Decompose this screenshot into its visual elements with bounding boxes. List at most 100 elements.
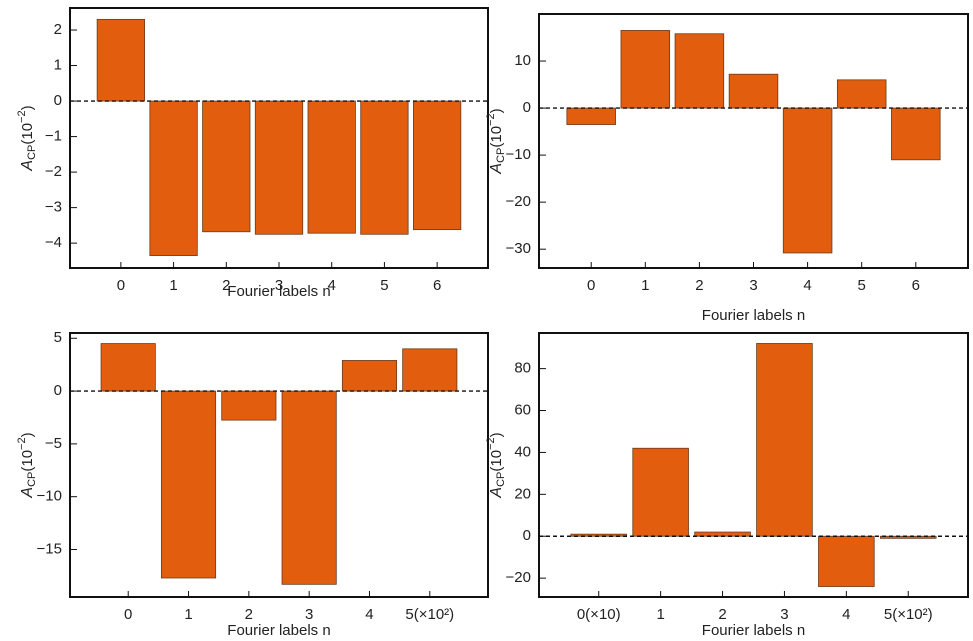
x-tick-label: 3 (780, 606, 788, 623)
y-tick-label: 10 (514, 52, 531, 69)
y-label-base: A (488, 163, 505, 175)
x-tick-label: 3 (749, 277, 757, 294)
x-tick-label: 0 (587, 277, 595, 294)
y-label-base: A (488, 487, 505, 499)
panel: 0 1 2 3 4 5(×10²) −15 −10 −5 0 5 Fourier labels n AC… (16, 329, 489, 639)
plot-frame (538, 332, 969, 598)
y-tick-label: −5 (45, 435, 62, 452)
x-tick-label: 5 (858, 277, 866, 294)
x-tick-label: 2 (222, 277, 230, 294)
y-tick-label: −20 (506, 569, 531, 586)
y-axis-label: ACP(10−2) (485, 108, 507, 174)
bar (632, 447, 689, 537)
bar (413, 100, 462, 231)
bar (402, 348, 458, 392)
y-label-base: A (19, 160, 36, 172)
y-label-close: ) (19, 105, 36, 110)
y-label-sup: −2 (16, 110, 28, 123)
plot-frame (538, 13, 969, 269)
bar (566, 107, 616, 125)
bar (836, 79, 887, 109)
bar (100, 343, 156, 392)
y-tick-label: 5 (54, 329, 62, 346)
x-tick-label: 4 (365, 606, 373, 623)
y-axis-label: ACP(10−2) (16, 105, 38, 171)
x-tick-label: 1 (184, 606, 192, 623)
y-axis-label: ACP(10−2) (16, 432, 38, 498)
panel: 0(×10) 1 2 3 4 5(×10²) −20 0 20 40 60 80 Fourier lab… (485, 332, 969, 639)
y-label-open: (10 (488, 450, 505, 472)
y-tick-label: −30 (506, 240, 531, 257)
y-tick-label: −15 (37, 540, 62, 557)
y-tick-label: −10 (37, 488, 62, 505)
y-tick-label: 60 (514, 401, 531, 418)
y-label-sub: CP (26, 472, 38, 487)
x-tick-label: 0 (117, 277, 125, 294)
y-label-base: A (19, 487, 36, 499)
x-tick-label: 1 (641, 277, 649, 294)
x-tick-label: 1 (656, 606, 664, 623)
bar (254, 100, 304, 235)
y-tick-label: 2 (54, 21, 62, 38)
x-axis-label: Fourier labels n (702, 307, 805, 324)
bar (160, 390, 217, 579)
x-tick-label: 2 (245, 606, 253, 623)
x-axis-label: Fourier labels n (227, 283, 330, 300)
bar (202, 100, 251, 233)
y-tick-label: 0 (54, 382, 62, 399)
x-tick-label: 6 (433, 277, 441, 294)
y-tick-label: 0 (523, 99, 531, 116)
x-tick-label: 0 (124, 606, 132, 623)
bar (281, 390, 337, 585)
x-tick-label: 4 (328, 277, 336, 294)
y-tick-label: 0 (54, 92, 62, 109)
y-label-open: (10 (19, 450, 36, 472)
x-tick-label: 2 (695, 277, 703, 294)
y-tick-label: 80 (514, 360, 531, 377)
plot-frame (69, 7, 489, 269)
x-tick-label: 4 (803, 277, 811, 294)
y-label-sup: −2 (485, 113, 497, 126)
x-tick-label: 2 (718, 606, 726, 623)
x-tick-label: 6 (912, 277, 920, 294)
x-axis-label: Fourier labels n (702, 622, 805, 639)
y-label-sub: CP (495, 472, 507, 487)
bar (360, 100, 409, 235)
y-tick-label: 20 (514, 485, 531, 502)
y-label-sup: −2 (16, 437, 28, 450)
panel: 0 1 2 3 4 5 6 −30 −20 −10 0 10 Fourier labels n ACP(1… (485, 13, 969, 324)
y-label-close: ) (488, 432, 505, 437)
y-tick-label: 1 (54, 57, 62, 74)
bar (149, 100, 198, 256)
y-tick-label: −20 (506, 193, 531, 210)
y-label-open: (10 (488, 126, 505, 148)
x-tick-label: 3 (305, 606, 313, 623)
bar (782, 107, 833, 254)
y-tick-label: −10 (506, 146, 531, 163)
bar (818, 535, 875, 587)
bar (880, 535, 937, 539)
y-tick-label: 40 (514, 443, 531, 460)
bar (674, 33, 725, 109)
x-tick-label: 5(×10²) (405, 606, 454, 623)
bar (620, 30, 671, 109)
y-tick-label: −4 (45, 234, 62, 251)
x-axis-label: Fourier labels n (227, 622, 330, 639)
y-tick-label: 0 (523, 527, 531, 544)
plot-frame (69, 332, 489, 598)
bar (221, 390, 277, 421)
bar (341, 360, 398, 392)
x-tick-label: 5 (380, 277, 388, 294)
x-tick-label: 4 (842, 606, 850, 623)
y-label-open: (10 (19, 123, 36, 145)
y-label-sup: −2 (485, 437, 497, 450)
x-tick-label: 0(×10) (577, 606, 621, 623)
y-label-sub: CP (26, 145, 38, 160)
bar (891, 107, 941, 161)
y-tick-label: −3 (45, 199, 62, 216)
bar (96, 18, 145, 102)
bar (728, 73, 779, 109)
x-tick-label: 1 (169, 277, 177, 294)
